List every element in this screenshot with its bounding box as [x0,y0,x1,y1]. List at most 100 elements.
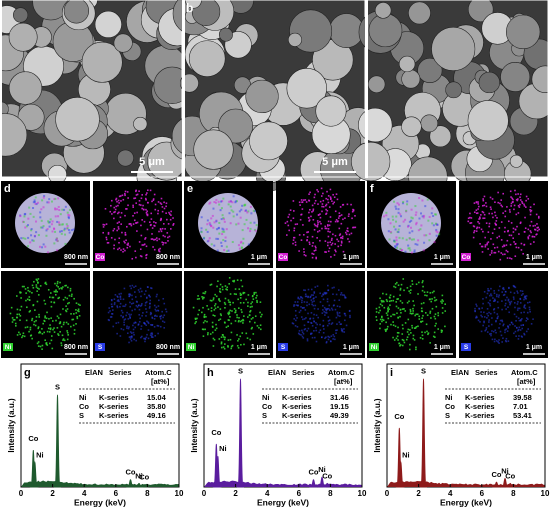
map-dot [53,331,56,333]
map-dot [115,198,117,201]
map-dot [44,303,47,305]
map-dot [114,293,117,296]
map-dot [130,339,133,342]
map-dot [209,333,212,335]
map-dot [293,210,295,212]
map-dot [511,197,514,200]
map-dot [483,195,486,198]
map-dot [217,237,220,240]
map-dot [429,310,432,313]
map-dot [311,235,314,238]
map-dot [322,205,325,208]
map-dot [498,339,500,341]
map-dot [504,210,507,213]
map-dot [236,279,239,281]
map-dot [347,230,349,233]
map-dot [324,314,326,316]
map-dot [138,203,141,206]
map-dot [140,204,142,206]
map-dot [319,301,322,303]
map-dot [45,342,47,345]
map-dot [310,322,313,324]
map-dot [252,298,255,300]
map-dot [325,197,328,200]
map-dot [489,312,492,315]
map-dot [54,208,57,211]
map-dot [131,336,133,339]
map-dot [413,304,415,307]
map-dot [192,306,195,309]
map-dot [116,222,119,224]
map-dot [414,327,416,329]
map-dot [433,331,436,334]
map-dot [251,326,253,329]
map-dot [222,346,225,348]
map-dot [484,329,486,332]
map-dot [19,215,22,218]
map-dot [23,215,26,218]
map-dot [246,337,249,339]
map-dot [214,303,217,305]
map-dot [67,323,70,325]
map-dot [329,216,332,218]
map-dot [288,229,291,232]
map-dot [518,326,521,329]
map-dot [236,314,238,316]
map-dot [37,294,40,296]
map-dot [411,280,413,282]
map-dot [299,296,302,298]
map-dot [493,340,496,343]
map-dot [329,241,331,244]
map-dot [321,295,323,297]
map-dot [423,291,426,294]
panel-label: g [24,367,31,379]
map-dot [400,215,403,218]
map-dot [341,235,344,238]
map-dot [428,232,431,235]
map-dot [139,248,142,251]
map-dot [307,288,310,291]
map-dot [489,294,491,297]
map-dot [316,225,319,228]
map-dot [158,238,161,240]
sphere [9,72,42,105]
map-dot [305,295,308,298]
map-dot [304,289,307,292]
map-dot [118,195,121,198]
map-dot [493,228,496,230]
map-dot [494,211,496,214]
map-dot [152,199,155,201]
map-dot [222,228,225,231]
map-dot [51,347,54,350]
map-dot [297,304,299,307]
map-dot [530,231,532,234]
map-dot [309,208,311,211]
map-dot [232,215,235,218]
map-dot [38,245,41,248]
map-dot [255,297,257,299]
map-dot [346,229,348,232]
map-dot [500,334,503,337]
map-dot [420,302,423,305]
map-dot [132,324,134,327]
map-dot [44,281,47,284]
map-dot [494,214,497,217]
map-dot [116,200,118,203]
map-dot [339,215,341,217]
map-dot [528,234,531,237]
map-dot [304,293,307,296]
map-dot [395,301,398,303]
map-dot [502,337,504,339]
map-dot [49,324,51,326]
map-dot [27,217,30,220]
map-dot [330,239,333,241]
map-dot [513,298,515,300]
table-cell: S [445,411,450,420]
map-dot [388,308,390,310]
map-dot [50,223,53,226]
map-dot [211,321,214,324]
map-dot [407,328,410,331]
map-dot [145,198,147,201]
map-dot [248,314,251,317]
map-dot [221,227,224,230]
